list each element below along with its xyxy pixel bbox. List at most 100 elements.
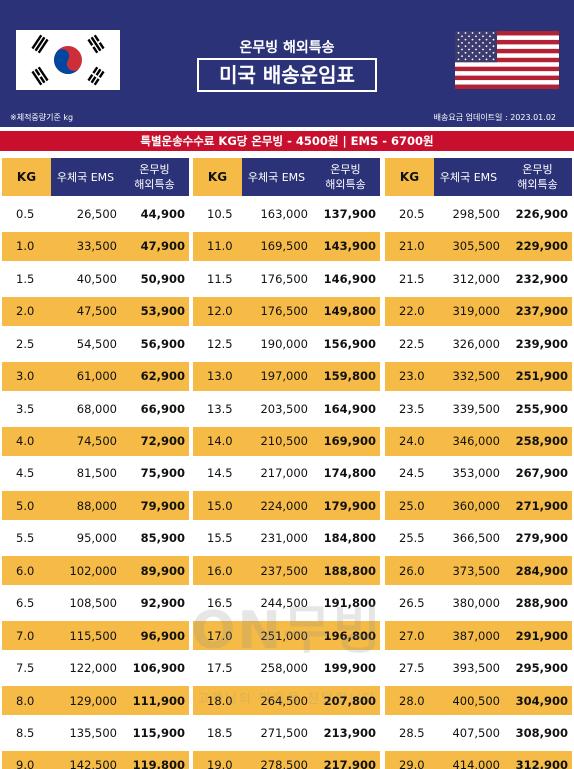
table-row: 16.0 237,500 188,800 <box>193 556 380 585</box>
rate-table-column-1: KG 우체국 EMS 온무빙 해외특송 0.5 26,500 44,900 1.0 33… <box>2 158 189 769</box>
ems-price-cell: 258,000 <box>242 661 311 675</box>
weight-basis-note: ※체적중량기준 kg <box>10 112 73 123</box>
onmoving-price-cell: 255,900 <box>503 402 572 416</box>
ems-price-cell: 54,500 <box>51 337 120 351</box>
table-row: 3.5 68,000 66,900 <box>2 394 189 423</box>
weight-cell: 13.0 <box>193 369 242 383</box>
onmoving-price-cell: 169,900 <box>311 434 380 448</box>
table-row: 6.0 102,000 89,900 <box>2 556 189 585</box>
onmoving-price-cell: 229,900 <box>503 239 572 253</box>
table-row: 4.0 74,500 72,900 <box>2 427 189 456</box>
table-row: 19.0 278,500 217,900 <box>193 751 380 769</box>
table-row: 23.5 339,500 255,900 <box>385 394 572 423</box>
onmoving-price-cell: 279,900 <box>503 531 572 545</box>
onmoving-price-cell: 213,900 <box>311 726 380 740</box>
ems-price-cell: 278,500 <box>242 758 311 769</box>
header-onmoving: 온무빙 해외특송 <box>311 158 380 196</box>
table-row: 27.5 393,500 295,900 <box>385 654 572 683</box>
table-row: 14.0 210,500 169,900 <box>193 427 380 456</box>
onmoving-price-cell: 237,900 <box>503 304 572 318</box>
onmoving-price-cell: 79,900 <box>120 499 189 513</box>
table-row: 24.0 346,000 258,900 <box>385 427 572 456</box>
table-row: 28.0 400,500 304,900 <box>385 686 572 715</box>
onmoving-price-cell: 251,900 <box>503 369 572 383</box>
table-row: 13.0 197,000 159,800 <box>193 362 380 391</box>
onmoving-price-cell: 304,900 <box>503 694 572 708</box>
ems-price-cell: 203,500 <box>242 402 311 416</box>
onmoving-price-cell: 115,900 <box>120 726 189 740</box>
onmoving-price-cell: 226,900 <box>503 207 572 221</box>
onmoving-price-cell: 44,900 <box>120 207 189 221</box>
update-date-note: 배송요금 업데이트일 : 2023.01.02 <box>434 112 556 123</box>
onmoving-price-cell: 75,900 <box>120 466 189 480</box>
onmoving-price-cell: 267,900 <box>503 466 572 480</box>
weight-cell: 14.5 <box>193 466 242 480</box>
onmoving-price-cell: 111,900 <box>120 694 189 708</box>
ems-price-cell: 305,500 <box>434 239 503 253</box>
page-title: 미국 배송운임표 <box>197 58 377 92</box>
ems-price-cell: 40,500 <box>51 272 120 286</box>
table-row: 15.0 224,000 179,900 <box>193 491 380 520</box>
ems-price-cell: 264,500 <box>242 694 311 708</box>
table-row: 26.0 373,500 284,900 <box>385 556 572 585</box>
ems-price-cell: 217,000 <box>242 466 311 480</box>
ems-price-cell: 407,500 <box>434 726 503 740</box>
table-row: 25.5 366,500 279,900 <box>385 524 572 553</box>
ems-price-cell: 414,000 <box>434 758 503 769</box>
table-row: 4.5 81,500 75,900 <box>2 459 189 488</box>
table-row: 12.0 176,500 149,800 <box>193 297 380 326</box>
ems-price-cell: 339,500 <box>434 402 503 416</box>
ems-price-cell: 366,500 <box>434 531 503 545</box>
weight-cell: 3.0 <box>2 369 51 383</box>
weight-cell: 2.0 <box>2 304 51 318</box>
weight-cell: 26.5 <box>385 596 434 610</box>
weight-cell: 16.5 <box>193 596 242 610</box>
weight-cell: 28.5 <box>385 726 434 740</box>
table-row: 18.0 264,500 207,800 <box>193 686 380 715</box>
table-row: 17.0 251,000 196,800 <box>193 621 380 650</box>
ems-price-cell: 210,500 <box>242 434 311 448</box>
weight-cell: 9.0 <box>2 758 51 769</box>
table-row: 8.0 129,000 111,900 <box>2 686 189 715</box>
table-row: 1.0 33,500 47,900 <box>2 232 189 261</box>
weight-cell: 21.0 <box>385 239 434 253</box>
ems-price-cell: 231,000 <box>242 531 311 545</box>
ems-price-cell: 88,000 <box>51 499 120 513</box>
table-row: 1.5 40,500 50,900 <box>2 264 189 293</box>
table-row: 27.0 387,000 291,900 <box>385 621 572 650</box>
weight-cell: 29.0 <box>385 758 434 769</box>
table-row: 14.5 217,000 174,800 <box>193 459 380 488</box>
rate-table-column-2: KG 우체국 EMS 온무빙 해외특송 10.5 163,000 137,900 11… <box>193 158 380 769</box>
ems-price-cell: 312,000 <box>434 272 503 286</box>
table-row: 8.5 135,500 115,900 <box>2 719 189 748</box>
onmoving-price-cell: 66,900 <box>120 402 189 416</box>
weight-cell: 23.5 <box>385 402 434 416</box>
table-row: 24.5 353,000 267,900 <box>385 459 572 488</box>
onmoving-price-cell: 308,900 <box>503 726 572 740</box>
table-header: KG 우체국 EMS 온무빙 해외특송 <box>385 158 572 196</box>
header-banner: 온무빙 해외특송 미국 배송운임표 ※체적중량기준 kg 배송요금 업데이트일 … <box>0 0 574 127</box>
ems-price-cell: 360,000 <box>434 499 503 513</box>
table-row: 5.0 88,000 79,900 <box>2 491 189 520</box>
onmoving-price-cell: 184,800 <box>311 531 380 545</box>
onmoving-price-cell: 258,900 <box>503 434 572 448</box>
onmoving-price-cell: 143,900 <box>311 239 380 253</box>
weight-cell: 24.0 <box>385 434 434 448</box>
ems-price-cell: 244,500 <box>242 596 311 610</box>
ems-price-cell: 115,500 <box>51 629 120 643</box>
onmoving-price-cell: 239,900 <box>503 337 572 351</box>
ems-price-cell: 176,500 <box>242 304 311 318</box>
header-kg: KG <box>385 158 434 196</box>
table-row: 23.0 332,500 251,900 <box>385 362 572 391</box>
weight-cell: 1.0 <box>2 239 51 253</box>
weight-cell: 5.5 <box>2 531 51 545</box>
weight-cell: 18.5 <box>193 726 242 740</box>
ems-price-cell: 251,000 <box>242 629 311 643</box>
header-ems: 우체국 EMS <box>51 158 120 196</box>
onmoving-price-cell: 284,900 <box>503 564 572 578</box>
weight-cell: 17.0 <box>193 629 242 643</box>
special-fee-banner: 특별운송수수료 KG당 온무빙 - 4500원 | EMS - 6700원 <box>0 131 574 151</box>
table-row: 9.0 142,500 119,800 <box>2 751 189 769</box>
table-row: 7.5 122,000 106,900 <box>2 654 189 683</box>
onmoving-price-cell: 199,900 <box>311 661 380 675</box>
